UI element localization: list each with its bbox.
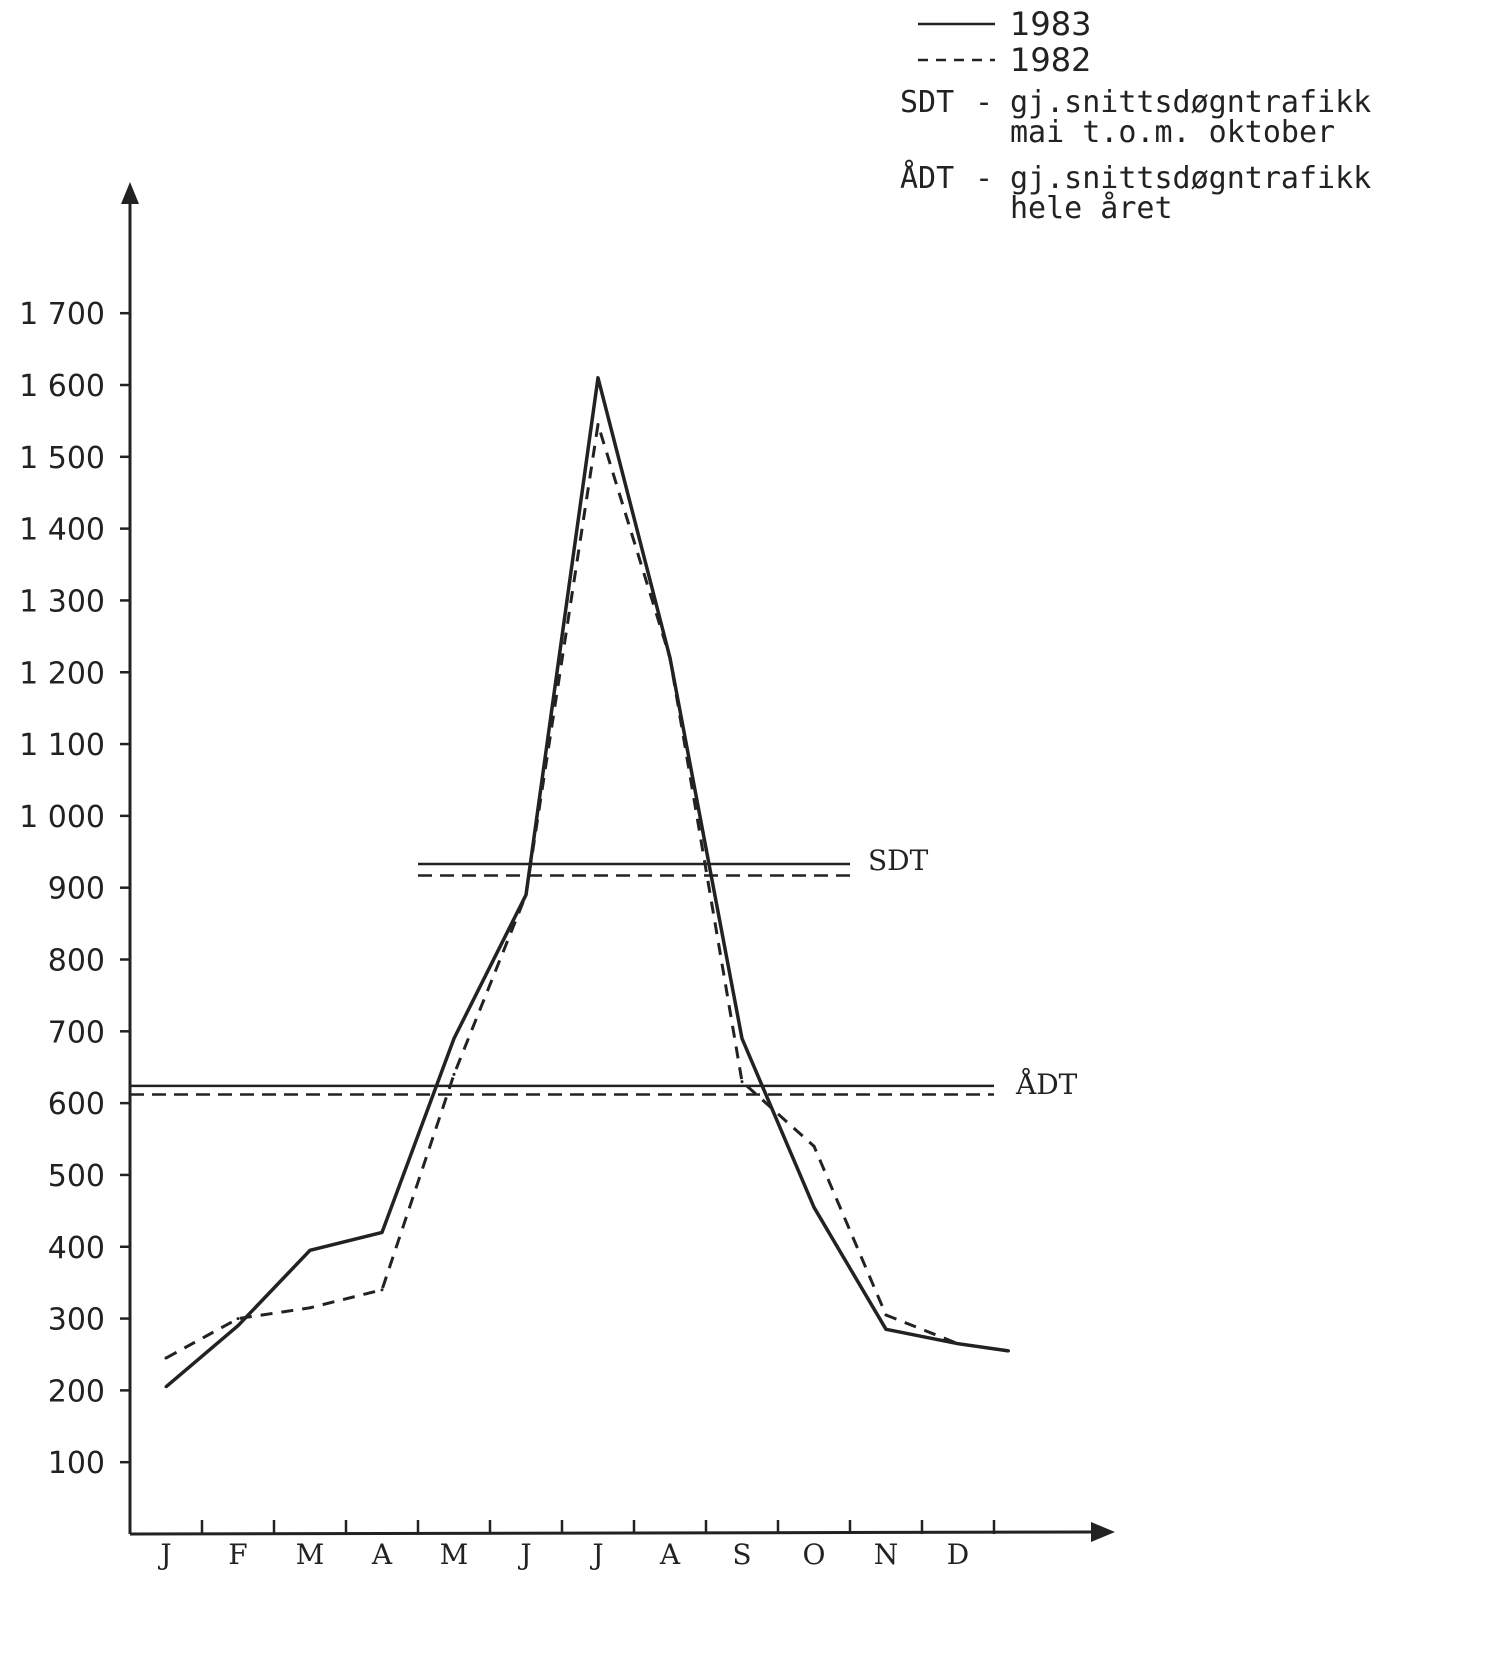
legend-label-1983: 1983 <box>1010 5 1091 43</box>
y-tick-label: 1 700 <box>19 297 105 332</box>
legend-def-dash: - <box>975 161 993 196</box>
adt-label: ÅDT <box>1015 1068 1078 1101</box>
x-tick-label: J <box>157 1538 171 1571</box>
data-point-1983 <box>164 1385 168 1389</box>
legend-def-dash: - <box>975 85 993 120</box>
data-point-1982 <box>308 1306 312 1310</box>
x-tick-label: A <box>659 1538 681 1571</box>
series-line-1983 <box>164 376 1009 1389</box>
data-point-1983 <box>236 1324 240 1328</box>
data-point-1982 <box>812 1144 816 1148</box>
y-tick-label: 400 <box>48 1231 105 1266</box>
data-point-1983 <box>452 1036 456 1040</box>
y-tick-label: 1 000 <box>19 800 105 835</box>
y-tick-label: 1 200 <box>19 656 105 691</box>
y-tick-label: 700 <box>48 1015 105 1050</box>
data-point-1983 <box>740 1036 744 1040</box>
x-tick-label: O <box>803 1538 826 1571</box>
y-tick-label: 300 <box>48 1303 105 1338</box>
data-point-1983 <box>884 1327 888 1331</box>
x-tick-label: F <box>228 1538 247 1571</box>
x-axis-arrow <box>1091 1522 1115 1542</box>
y-axis-arrow <box>121 182 139 204</box>
legend-def-abbr: ÅDT <box>900 160 954 196</box>
data-point-1982 <box>236 1317 240 1321</box>
data-point-1982 <box>1006 1349 1010 1353</box>
data-point-1982 <box>452 1072 456 1076</box>
x-tick-label: S <box>732 1538 751 1571</box>
data-point-1982 <box>740 1080 744 1084</box>
y-tick-label: 800 <box>48 944 105 979</box>
x-axis <box>129 1530 1096 1536</box>
x-tick-label: D <box>947 1538 969 1571</box>
y-tick-label: 900 <box>48 872 105 907</box>
data-point-1982 <box>380 1288 384 1292</box>
y-tick-label: 500 <box>48 1159 105 1194</box>
data-point-1983 <box>812 1205 816 1209</box>
series-line-1982 <box>165 423 1009 1360</box>
y-tick-label: 1 400 <box>19 513 105 548</box>
y-tick-label: 1 300 <box>19 584 105 619</box>
y-tick-label: 1 500 <box>19 441 105 476</box>
data-point-1983 <box>308 1248 312 1252</box>
data-point-1982 <box>884 1313 888 1317</box>
x-tick-label: M <box>440 1538 469 1571</box>
legend-def-abbr: SDT <box>900 85 954 120</box>
y-tick-label: 100 <box>48 1446 105 1481</box>
legend-def-text: gj.snittsdøgntrafikk <box>1010 161 1371 196</box>
data-point-1983 <box>596 376 600 380</box>
x-tick-label: N <box>874 1538 899 1571</box>
legend-def-text: mai t.o.m. oktober <box>1010 115 1335 150</box>
sdt-label: SDT <box>868 844 929 877</box>
x-tick-label: M <box>296 1538 325 1571</box>
legend-def-text: hele året <box>1010 191 1173 226</box>
data-point-1982 <box>956 1342 960 1346</box>
legend-def-text: gj.snittsdøgntrafikk <box>1010 85 1371 120</box>
y-tick-label: 600 <box>48 1087 105 1122</box>
y-tick-label: 1 600 <box>19 369 105 404</box>
x-tick-label: J <box>517 1538 531 1571</box>
x-tick-label: J <box>589 1538 603 1571</box>
data-point-1982 <box>596 422 600 426</box>
data-point-1982 <box>524 893 528 897</box>
y-tick-label: 1 100 <box>19 728 105 763</box>
data-point-1983 <box>380 1230 384 1234</box>
y-tick-label: 200 <box>48 1374 105 1409</box>
x-tick-label: A <box>371 1538 393 1571</box>
data-point-1982 <box>164 1356 168 1360</box>
data-point-1982 <box>668 656 672 660</box>
legend-label-1982: 1982 <box>1010 41 1091 79</box>
